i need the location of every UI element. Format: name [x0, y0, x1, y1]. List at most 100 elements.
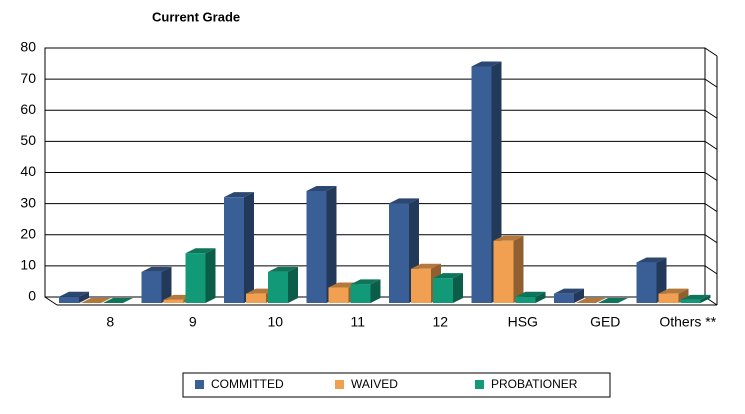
bar-front [389, 203, 409, 303]
y-tick-label: 20 [20, 225, 36, 241]
bar-side [161, 266, 172, 303]
bar-top [433, 273, 463, 279]
bar-top [636, 257, 667, 263]
bar-top [515, 291, 546, 297]
grid-line-side [704, 109, 718, 119]
bar-front [246, 293, 266, 303]
x-tick-label: Others ** [659, 314, 716, 330]
y-tick-label: 80 [20, 39, 36, 55]
bar-front [471, 66, 492, 303]
bar-top [185, 248, 216, 254]
bar-front [515, 296, 536, 303]
bar-top [411, 263, 441, 269]
grid-line-side [704, 265, 718, 275]
bar-side [700, 294, 711, 303]
bar-front [493, 240, 514, 303]
x-tick-label: 8 [106, 314, 114, 330]
bar-front [658, 293, 679, 303]
y-tick-label: 10 [20, 257, 36, 273]
bar-top [576, 298, 606, 303]
bar-front [680, 299, 701, 303]
bar [306, 185, 337, 303]
bar-top [493, 235, 524, 241]
bar [598, 298, 628, 303]
x-tick-label: 12 [432, 314, 448, 330]
bar-side [326, 185, 337, 303]
bar-side [79, 291, 89, 303]
bar-top [59, 291, 89, 297]
bar-front [411, 268, 431, 303]
bar [680, 294, 711, 303]
bar-top [81, 298, 111, 303]
legend-swatch [335, 380, 344, 389]
floor-line [44, 296, 58, 306]
bar-top [224, 192, 254, 198]
bar [103, 298, 133, 303]
bar-top [350, 279, 381, 285]
bar-front [163, 299, 184, 303]
legend-label: PROBATIONER [491, 377, 578, 391]
bar-side [453, 273, 463, 303]
bar [141, 266, 172, 303]
bar [185, 248, 216, 303]
bar-side [678, 288, 689, 303]
bar-side [535, 291, 546, 303]
x-tick-label: 9 [189, 314, 197, 330]
grid-line-side [704, 78, 718, 88]
bar-front [433, 278, 453, 303]
bar-side [370, 279, 381, 303]
grid-line-side [704, 140, 718, 150]
bar [81, 298, 111, 303]
bar-front [141, 271, 162, 303]
x-tick-label: HSG [508, 314, 538, 330]
y-tick-label: 50 [20, 132, 36, 148]
y-tick-label: 30 [20, 194, 36, 210]
bar-front [306, 190, 327, 303]
grid-line-side [704, 203, 718, 213]
grid-line-side [704, 172, 718, 181]
y-tick-label: 40 [20, 163, 36, 179]
bar [576, 298, 606, 303]
bar-front [636, 262, 657, 303]
bar-front [185, 253, 206, 303]
legend-box [182, 372, 611, 398]
bar-side [288, 266, 298, 303]
bar-top [103, 298, 133, 303]
bar-top [554, 288, 584, 294]
y-tick-label: 70 [20, 70, 36, 86]
bar-front [224, 197, 244, 303]
bar-front [554, 293, 574, 303]
bar-side [513, 235, 524, 303]
legend-label: COMMITTED [211, 377, 284, 391]
x-tick-label: 10 [267, 314, 283, 330]
bar-side [244, 192, 254, 303]
bar-top [306, 185, 337, 191]
bar-side [205, 248, 216, 303]
x-tick-label: GED [590, 314, 620, 330]
bar-front [350, 284, 371, 303]
bar-top [389, 198, 419, 204]
bar-top [471, 61, 502, 67]
bar-top [268, 266, 298, 272]
bar-top [598, 298, 628, 303]
y-tick-label: 0 [28, 288, 36, 304]
bar-side [574, 288, 584, 303]
bar [268, 266, 298, 303]
grid-line-side [704, 234, 718, 244]
bar [224, 192, 254, 303]
x-tick-label: 11 [350, 314, 365, 330]
chart-title: Current Grade [152, 9, 240, 24]
bar [350, 279, 381, 303]
bar [493, 235, 524, 303]
legend-swatch [475, 380, 484, 389]
bar-front [328, 287, 349, 303]
y-tick-label: 60 [20, 101, 36, 117]
bar-top [141, 266, 172, 272]
legend-swatch [195, 380, 204, 389]
bar-top [680, 294, 711, 300]
bar [554, 288, 584, 303]
bar-front [268, 271, 288, 303]
bar [515, 291, 546, 303]
legend-label: WAIVED [351, 377, 398, 391]
